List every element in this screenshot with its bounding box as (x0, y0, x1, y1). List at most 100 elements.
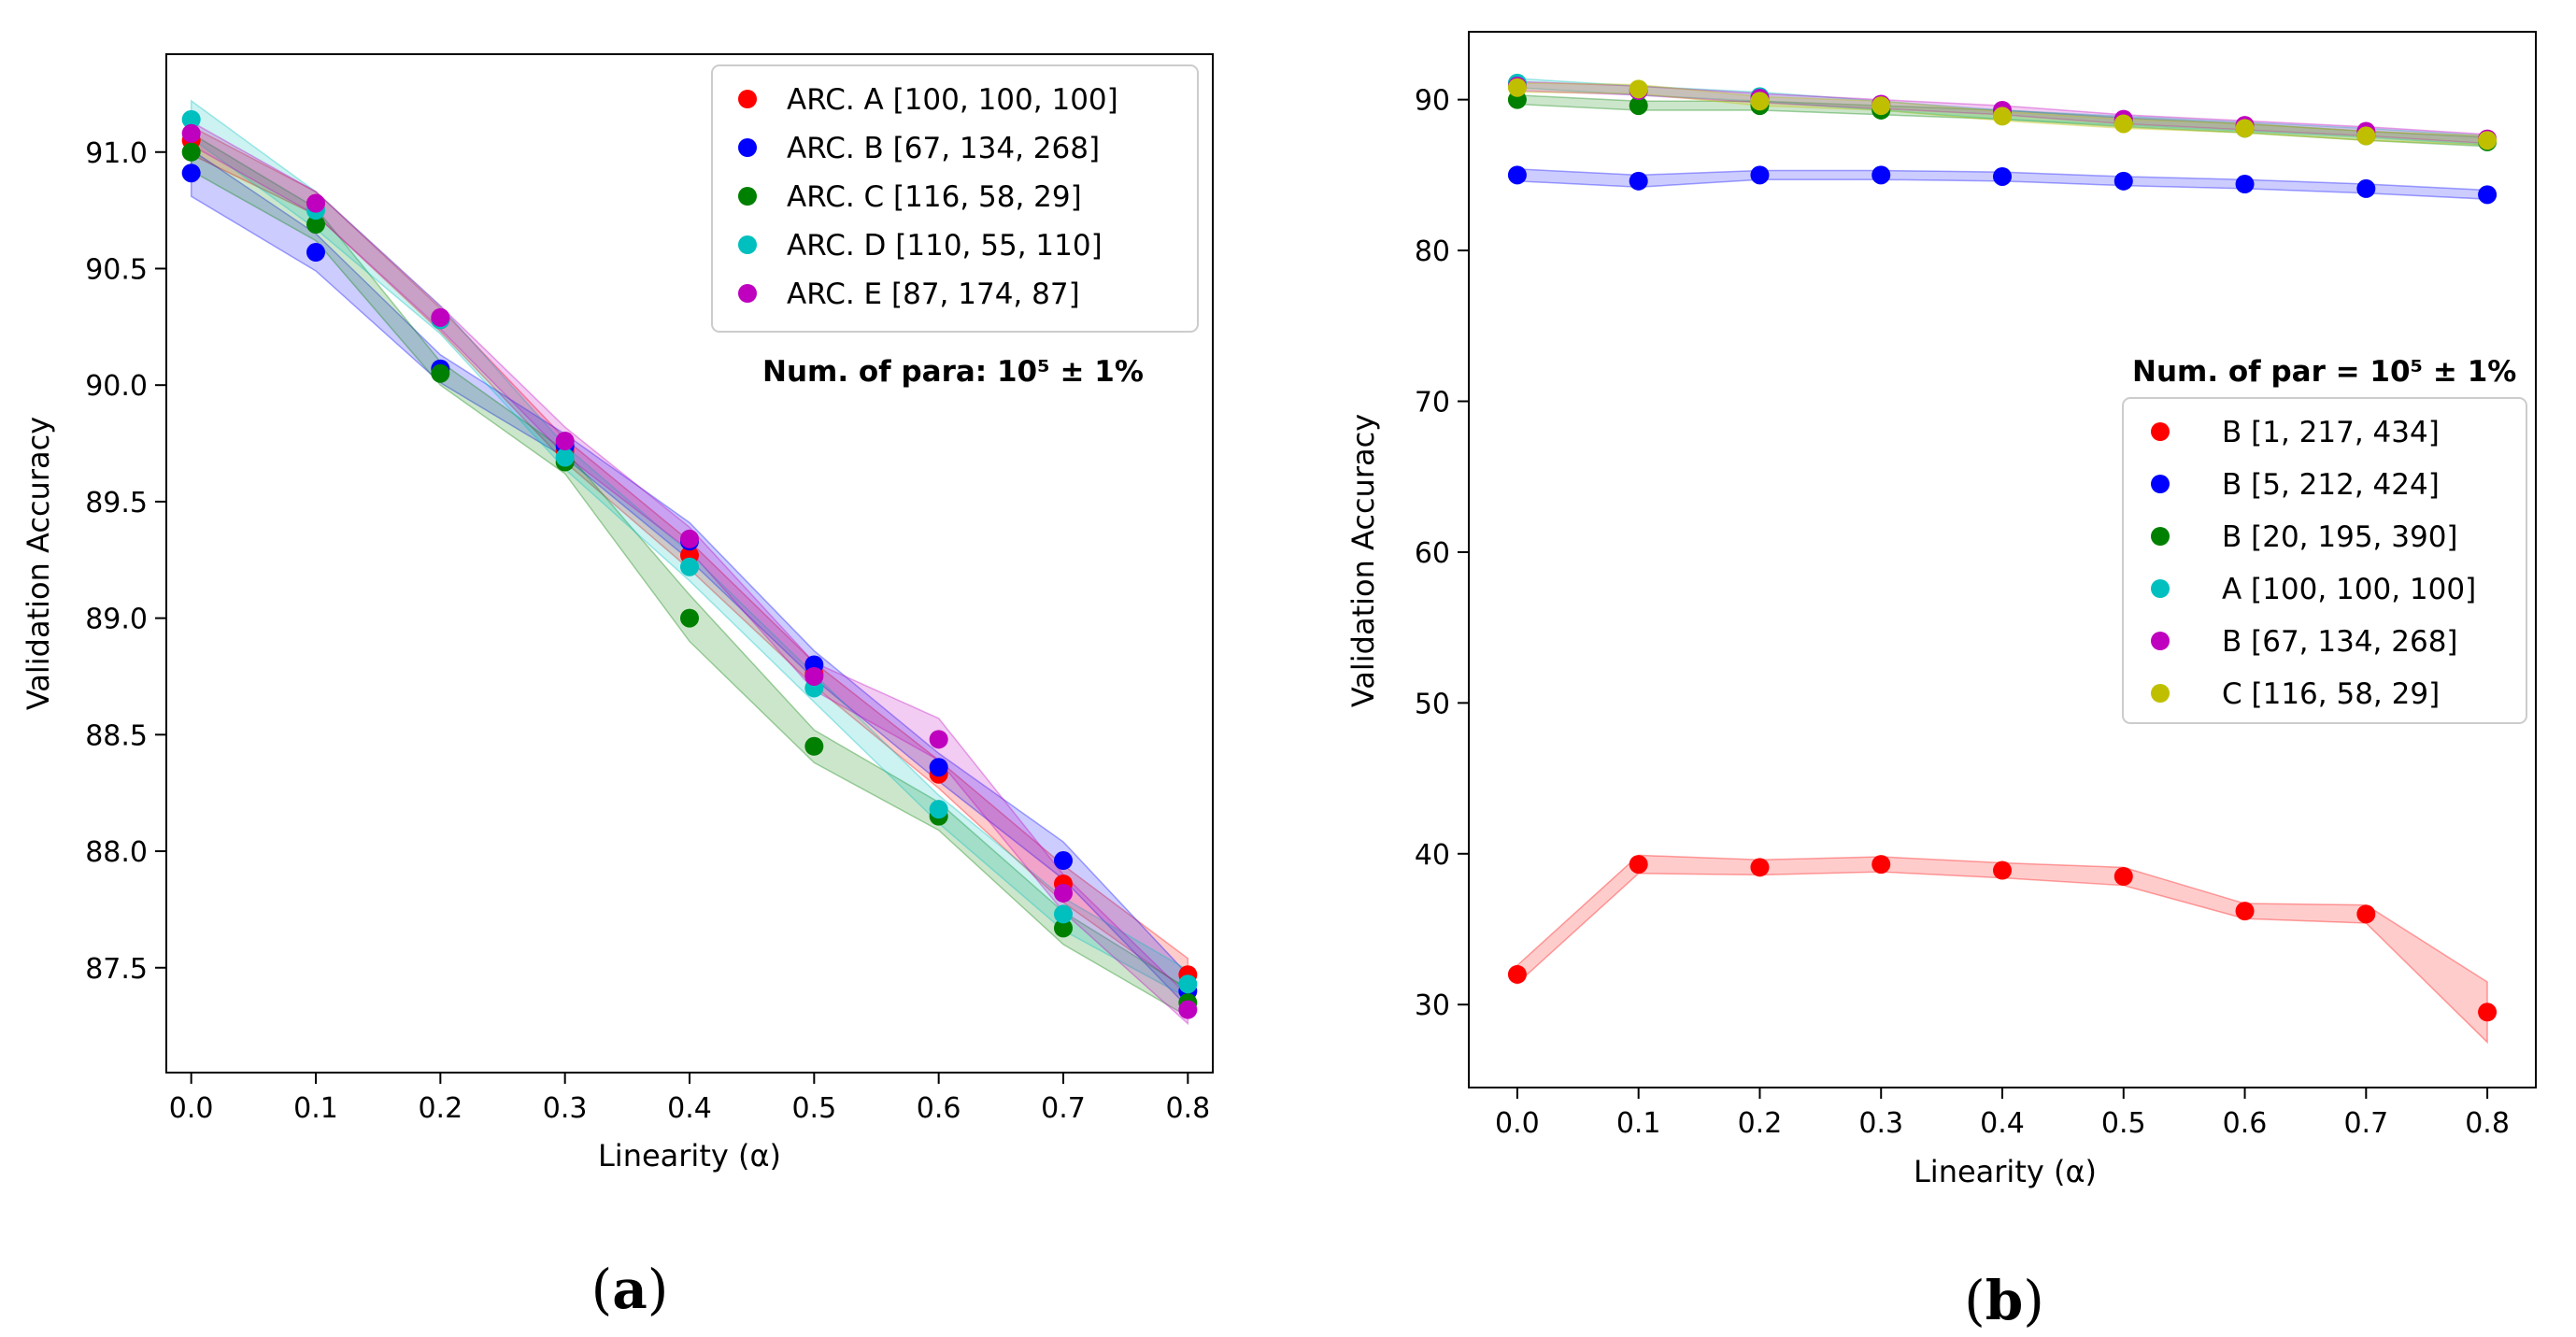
panel-b-point-s1-6 (2235, 175, 2255, 194)
panel-b-legend-marker-2 (2151, 527, 2170, 546)
panel-a-annotation: Num. of para: 10⁵ ± 1% (762, 355, 1144, 389)
panel-a-legend-label-1: ARC. B [67, 134, 268] (787, 132, 1100, 165)
panel-a-y-tick-label: 90.5 (85, 253, 148, 286)
panel-a-point-s2-7 (1054, 918, 1073, 938)
panel-b-legend-label-4: B [67, 134, 268] (2222, 625, 2458, 659)
panel-b-point-s2-1 (1629, 96, 1648, 116)
panel-a-point-s2-4 (680, 608, 699, 628)
panel-b-legend-label-3: A [100, 100, 100] (2222, 573, 2476, 606)
panel-b-y-ticks: 30 40 50 60 70 80 90 (1415, 85, 1469, 1022)
panel-b-legend: B [1, 217, 434] B [5, 212, 424] B [20, 195… (2122, 397, 2527, 724)
panel-b-point-s1-4 (1993, 166, 2012, 186)
panel-a-y-tick-label: 89.0 (85, 604, 148, 636)
panel-b-point-s0-0 (1507, 964, 1527, 984)
panel-a-y-tick-label: 89.5 (85, 487, 148, 519)
panel-b-x-tick-label: 0.7 (2343, 1107, 2388, 1140)
panel-a-y-ticks: 87.5 88.0 88.5 89.0 89.5 90.0 90.5 91.0 (85, 137, 166, 986)
panel-a-caption: (a) (591, 1258, 669, 1321)
panel-b-point-s0-7 (2356, 904, 2376, 924)
panel-a-point-s4-2 (431, 307, 450, 327)
panel-a-legend-label-4: ARC. E [87, 174, 87] (787, 277, 1080, 311)
panel-b-x-tick-label: 0.2 (1738, 1107, 1783, 1140)
panel-a-point-s4-6 (929, 730, 948, 749)
panel-b-point-s0-4 (1993, 861, 2012, 880)
panel-b-annotation: Num. of par = 10⁵ ± 1% (2132, 355, 2516, 389)
panel-a-caption-letter: a (612, 1258, 648, 1321)
panel-a-point-s2-1 (306, 215, 325, 235)
panel-b-legend-marker-0 (2151, 422, 2170, 441)
panel-b-point-s1-8 (2478, 185, 2498, 205)
panel-a-x-tick-label: 0.2 (418, 1092, 463, 1125)
panel-a-point-s1-7 (1054, 851, 1073, 871)
panel-a-point-s4-0 (181, 123, 201, 143)
panel-b-x-tick-label: 0.0 (1495, 1107, 1540, 1140)
panel-a-x-tick-label: 0.1 (293, 1092, 338, 1125)
panel-b-caption-letter: b (1985, 1269, 2024, 1332)
panel-b-x-tick-label: 0.3 (1858, 1107, 1903, 1140)
panel-b-point-s1-2 (1750, 165, 1770, 185)
panel-a-legend-marker-0 (738, 90, 757, 108)
panel-a-point-s4-5 (804, 666, 824, 686)
panel-a-point-s1-0 (181, 164, 201, 183)
panel-b-point-s5-2 (1750, 92, 1770, 111)
panel-b-point-s0-6 (2235, 902, 2255, 921)
panel-b-legend-label-2: B [20, 195, 390] (2222, 520, 2458, 554)
panel-b-caption: (b) (1964, 1269, 2044, 1332)
panel-b-legend-marker-1 (2151, 475, 2170, 493)
panel-a-legend-label-3: ARC. D [110, 55, 110] (787, 229, 1103, 263)
panel-b-point-s5-4 (1993, 107, 2012, 126)
panel-b-y-tick-label: 70 (1415, 387, 1450, 420)
panel-b-point-s5-1 (1629, 79, 1648, 99)
panel-a-point-s3-7 (1054, 904, 1073, 924)
panel-b-legend-marker-5 (2151, 684, 2170, 703)
panel-a-legend-marker-2 (738, 187, 757, 206)
panel-b-y-tick-label: 40 (1415, 839, 1450, 872)
panel-b-point-s1-5 (2113, 171, 2133, 191)
panel-b-point-s0-1 (1629, 855, 1648, 875)
panel-a: 0.0 0.1 0.2 0.3 0.4 0.5 0.6 0.7 0.8 87.5 88.0 88.5… (21, 53, 1214, 1321)
panel-b-y-tick-label: 60 (1415, 537, 1450, 570)
panel-b-point-s1-1 (1629, 171, 1648, 191)
panel-b-x-tick-label: 0.6 (2223, 1107, 2268, 1140)
panel-a-y-tick-label: 91.0 (85, 137, 148, 170)
panel-b-y-tick-label: 80 (1415, 235, 1450, 268)
panel-b-y-tick-label: 90 (1415, 85, 1450, 118)
panel-a-x-label: Linearity (α) (598, 1138, 781, 1173)
panel-b-legend-marker-4 (2151, 632, 2170, 650)
panel-a-point-s3-0 (181, 109, 201, 129)
panel-a-x-ticks: 0.0 0.1 0.2 0.3 0.4 0.5 0.6 0.7 0.8 (169, 1073, 1210, 1125)
panel-b-point-s0-5 (2113, 867, 2133, 886)
panel-a-point-s2-2 (431, 363, 450, 383)
panel-a-y-tick-label: 87.5 (85, 953, 148, 986)
panel-a-x-tick-label: 0.0 (169, 1092, 214, 1125)
panel-b-y-tick-label: 30 (1415, 989, 1450, 1022)
panel-a-legend-box (711, 64, 1199, 333)
panel-a-point-s2-5 (804, 736, 824, 756)
panel-b-x-label: Linearity (α) (1914, 1154, 2097, 1189)
panel-a-point-s4-3 (555, 432, 575, 451)
panel-a-x-tick-label: 0.7 (1041, 1092, 1086, 1125)
panel-a-x-tick-label: 0.4 (667, 1092, 712, 1125)
panel-b-point-s1-7 (2356, 178, 2376, 198)
panel-a-point-s3-3 (555, 448, 575, 467)
panel-b-legend-label-1: B [5, 212, 424] (2222, 468, 2440, 502)
panel-a-legend-marker-3 (738, 235, 757, 254)
panel-a-y-tick-label: 90.0 (85, 370, 148, 403)
panel-a-point-s4-1 (306, 193, 325, 213)
panel-b-point-s5-7 (2356, 126, 2376, 146)
panel-b-x-tick-label: 0.5 (2101, 1107, 2146, 1140)
panel-b-x-tick-label: 0.1 (1616, 1107, 1661, 1140)
panel-a-point-s1-6 (929, 758, 948, 777)
panel-b-points (1507, 73, 2498, 1022)
panel-a-point-s4-4 (680, 529, 699, 548)
panel-a-points (181, 109, 1198, 1019)
panel-b-y-tick-label: 50 (1415, 688, 1450, 720)
panel-a-point-s1-1 (306, 243, 325, 263)
panel-b-point-s5-0 (1507, 78, 1527, 97)
panel-b: 0.0 0.1 0.2 0.3 0.4 0.5 0.6 0.7 0.8 30 40 50 60 70 80… (1345, 31, 2537, 1332)
panel-a-legend-items: ARC. A [100, 100, 100] ARC. B [67, 134, 2… (738, 83, 1118, 311)
panel-b-legend-label-0: B [1, 217, 434] (2222, 416, 2440, 449)
panel-b-y-label: Validation Accuracy (1345, 414, 1381, 707)
panel-a-legend: ARC. A [100, 100, 100] ARC. B [67, 134, 2… (711, 64, 1199, 333)
panel-a-point-s3-4 (680, 557, 699, 576)
